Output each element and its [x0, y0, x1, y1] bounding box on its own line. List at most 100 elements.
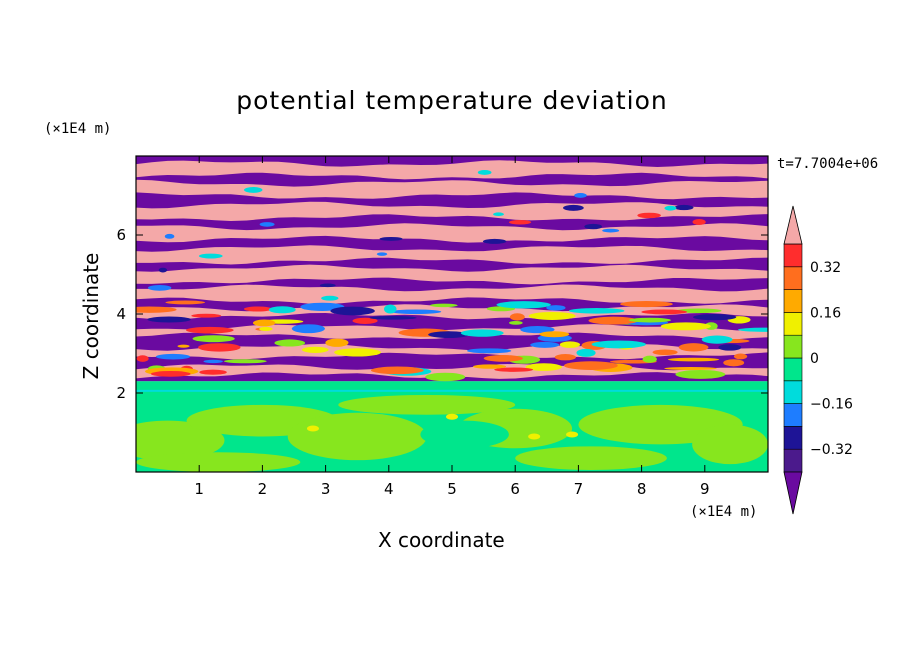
- field-eddy: [602, 228, 620, 233]
- field-eddy: [330, 306, 375, 316]
- field-eddy: [493, 212, 504, 217]
- field-eddy: [576, 348, 596, 357]
- field-band-pink: [136, 179, 768, 200]
- x-tick-label: 9: [700, 480, 710, 498]
- field-eddy: [244, 186, 263, 193]
- field-eddy: [496, 301, 551, 309]
- field-eddy: [494, 367, 534, 372]
- y-tick-label: 4: [116, 305, 126, 323]
- field-eddy: [243, 306, 272, 312]
- field-eddy: [198, 253, 223, 259]
- field-eddy: [301, 346, 329, 353]
- field-eddy: [352, 317, 378, 324]
- field-eddy: [259, 326, 273, 331]
- field-eddy: [429, 303, 458, 308]
- field-eddy: [268, 306, 296, 314]
- field-eddy: [223, 359, 267, 364]
- colorbar-swatch: [783, 426, 803, 450]
- colorbar-swatch: [783, 243, 803, 268]
- colorbar-under-triangle: [783, 471, 803, 515]
- field-transition-line: [136, 389, 768, 392]
- field-eddy: [692, 314, 737, 321]
- field-eddy: [191, 313, 222, 318]
- chart-title: potential temperature deviation: [236, 86, 668, 115]
- y-axis-ticks: 2 4 6: [116, 226, 768, 402]
- field-eddy: [199, 369, 227, 375]
- field-eddy: [738, 327, 768, 332]
- field-spot: [306, 425, 319, 432]
- field-eddy: [588, 316, 639, 325]
- x-axis-title: X coordinate: [378, 528, 505, 552]
- field-eddy: [150, 370, 191, 377]
- field-eddy: [520, 326, 555, 334]
- field-eddy: [482, 238, 507, 244]
- field-eddy: [628, 317, 672, 323]
- field-band-pink: [136, 245, 768, 265]
- colorbar: 0.32 0.16 0 −0.16 −0.32: [783, 205, 853, 515]
- colorbar-label: 0: [810, 351, 819, 367]
- colorbar-swatch: [783, 266, 803, 290]
- colorbar-over-triangle: [783, 205, 803, 245]
- colorbar-swatch: [783, 380, 803, 404]
- x-tick-label: 2: [258, 480, 268, 498]
- colorbar-swatch: [783, 334, 803, 359]
- colorbar-label: 0.16: [810, 305, 841, 321]
- field-eddy: [136, 355, 149, 362]
- field-eddy: [701, 335, 733, 344]
- field-eddy: [692, 218, 706, 225]
- field-eddy: [508, 219, 532, 225]
- field-eddy: [376, 252, 388, 256]
- contour-field: [136, 156, 768, 472]
- field-eddy: [164, 233, 175, 239]
- field-eddy: [477, 170, 492, 175]
- field-eddy: [642, 355, 657, 363]
- y-axis-title: Z coordinate: [79, 252, 103, 380]
- field-eddy: [584, 223, 603, 230]
- y-tick-label: 6: [116, 226, 126, 244]
- field-eddy: [660, 322, 711, 331]
- field-eddy: [664, 366, 717, 371]
- field-band-pink: [136, 284, 768, 305]
- colorbar-swatch: [783, 357, 803, 382]
- colorbar-swatch: [783, 312, 803, 336]
- field-eddy: [259, 222, 275, 227]
- field-eddy: [369, 315, 417, 320]
- field-band-pink: [136, 201, 768, 221]
- x-tick-label: 1: [194, 480, 204, 498]
- field-eddy: [678, 343, 709, 352]
- field-eddy: [664, 205, 677, 211]
- y-tick-label: 2: [116, 384, 126, 402]
- field-eddy: [472, 364, 507, 369]
- field-eddy: [676, 308, 722, 314]
- field-eddy: [370, 366, 424, 375]
- field-eddy: [155, 353, 191, 360]
- field-eddy: [718, 344, 742, 351]
- field-eddy: [425, 372, 466, 382]
- x-tick-label: 5: [447, 480, 457, 498]
- field-eddy: [574, 193, 587, 198]
- field-band-pink: [136, 160, 768, 180]
- field-eddy: [509, 320, 523, 325]
- field-eddy: [428, 331, 470, 339]
- field-eddy: [568, 308, 625, 314]
- field-eddy: [563, 361, 618, 370]
- field-eddy: [563, 204, 584, 211]
- field-eddy: [274, 339, 306, 347]
- y-axis-unit: (×1E4 m): [44, 121, 112, 137]
- field-eddy: [559, 341, 581, 348]
- field-eddy: [674, 204, 694, 211]
- field-eddy: [528, 311, 576, 320]
- colorbar-swatch: [783, 289, 803, 313]
- field-blob: [136, 420, 225, 461]
- colorbar-label: 0.32: [810, 260, 841, 276]
- field-eddy: [325, 338, 349, 347]
- field-eddy: [198, 343, 241, 352]
- x-tick-label: 8: [637, 480, 647, 498]
- field-blob: [338, 394, 516, 415]
- field-blob: [420, 420, 509, 449]
- time-label: t=7.7004e+06: [777, 156, 879, 172]
- x-tick-label: 6: [510, 480, 520, 498]
- field-eddy: [334, 348, 382, 357]
- field-eddy: [466, 348, 512, 354]
- colorbar-label: −0.16: [810, 397, 853, 413]
